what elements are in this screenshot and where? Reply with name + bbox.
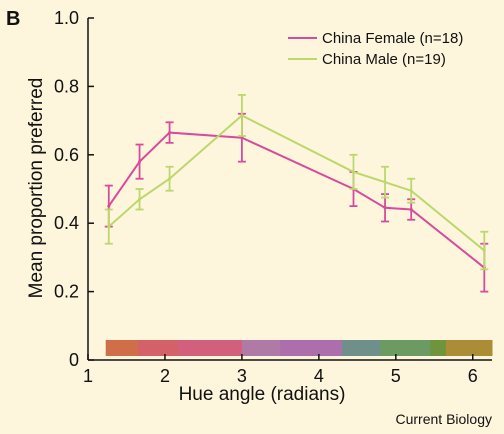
panel-label: B [6, 8, 20, 30]
x-tick-label: 5 [391, 366, 401, 386]
legend: China Female (n=18) China Male (n=19) [288, 30, 463, 68]
hue-bar-segment [178, 340, 243, 356]
data-point [482, 249, 486, 253]
hue-bar-segment [430, 340, 447, 356]
y-tick-label: 1.0 [54, 8, 79, 28]
y-tick-label: 0 [69, 350, 79, 370]
data-point [107, 204, 111, 208]
data-point [409, 189, 413, 193]
hue-bar-segment [445, 340, 493, 356]
x-ticks: 1 2 3 4 5 6 [83, 354, 478, 386]
data-point [138, 160, 142, 164]
y-axis-title: Mean proportion preferred [26, 78, 47, 299]
hue-bar-segment [105, 340, 139, 356]
data-point [168, 177, 172, 181]
hue-bar [105, 340, 493, 356]
credit-text: Current Biology [396, 411, 493, 427]
y-tick-label: 0.8 [54, 76, 79, 96]
series-layer [104, 94, 489, 293]
hue-bar-segment [241, 340, 281, 356]
data-point [383, 180, 387, 184]
data-point [138, 197, 142, 201]
data-point [409, 208, 413, 212]
legend-label: China Female (n=18) [322, 30, 463, 47]
x-tick-label: 4 [314, 366, 324, 386]
legend-label: China Male (n=19) [322, 51, 446, 68]
data-point [351, 170, 355, 174]
data-point [240, 136, 244, 140]
hue-bar-segment [341, 340, 381, 356]
axes [87, 18, 492, 361]
data-point [168, 131, 172, 135]
y-tick-label: 0.6 [54, 145, 79, 165]
series-line [108, 114, 485, 252]
data-point [107, 225, 111, 229]
x-tick-label: 3 [237, 366, 247, 386]
series-line [107, 131, 485, 269]
series-2 [104, 94, 489, 271]
hue-bar-segment [138, 340, 179, 356]
series-1 [104, 112, 489, 293]
hue-bar-segment [280, 340, 343, 356]
hue-bar-segment [380, 340, 431, 356]
x-tick-label: 6 [468, 366, 478, 386]
x-tick-label: 2 [160, 366, 170, 386]
y-tick-label: 0.4 [54, 213, 79, 233]
data-point [240, 113, 244, 117]
x-tick-label: 1 [83, 366, 93, 386]
data-point [383, 206, 387, 210]
y-tick-label: 0.2 [54, 282, 79, 302]
y-ticks: 0 0.2 0.4 0.6 0.8 1.0 [54, 8, 94, 370]
x-axis-title: Hue angle (radians) [179, 384, 346, 405]
